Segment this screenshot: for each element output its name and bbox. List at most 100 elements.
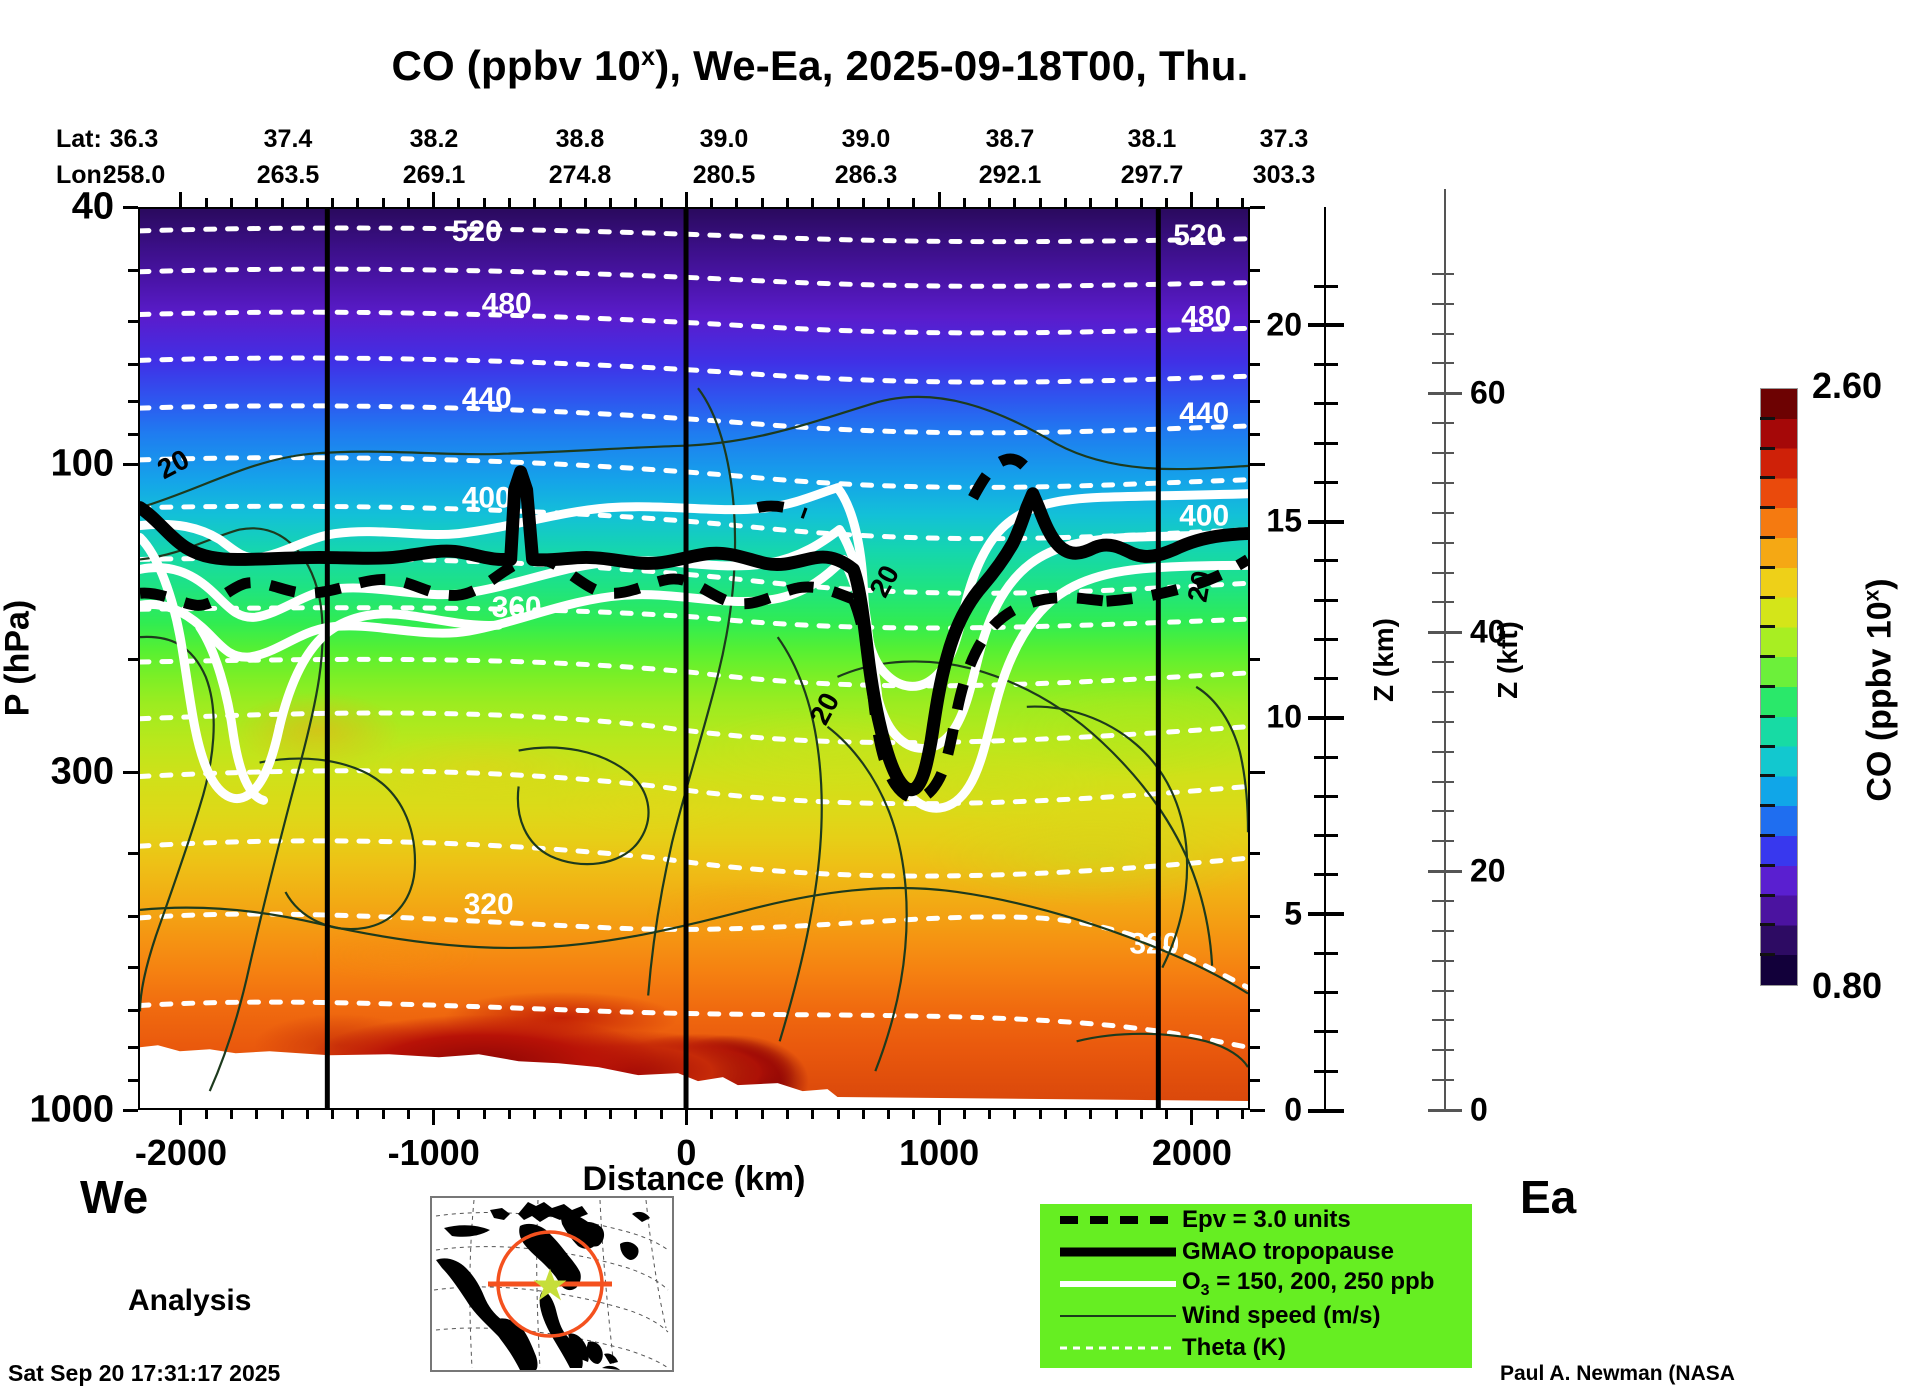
y-tick-minor-600 [128, 965, 138, 969]
colorbar-tick [1760, 804, 1775, 808]
legend-key-tropopause [1054, 1236, 1182, 1268]
legend-label-tropopause: GMAO tropopause [1182, 1238, 1395, 1265]
x-tick-major-2 [684, 1110, 688, 1125]
x-tick-minor--1700 [255, 1110, 259, 1119]
latlon-lat-value-7: 38.1 [1127, 125, 1177, 153]
z-km-tick-label-20: 20 [1266, 306, 1302, 343]
y-tick-minor-90 [128, 433, 138, 437]
x-tick-minor-1300 [1013, 1110, 1017, 1119]
z-kft-tick-label-0: 0 [1470, 1091, 1488, 1128]
title-exponent: x [641, 43, 656, 71]
y-tick-major-right-40 [1250, 206, 1265, 209]
z-km-minor-tick-19 [1314, 363, 1338, 367]
x-tick-label-4: 2000 [1151, 1132, 1232, 1173]
z-km-minor-tick-11 [1314, 677, 1338, 681]
x-tick-minor-1200 [988, 1110, 992, 1119]
z-km-tick-15 [1308, 519, 1344, 524]
analysis-label: Analysis [128, 1284, 252, 1317]
x-tick-minor--1100 [406, 1110, 410, 1119]
x-tick-minor-1100 [962, 1110, 966, 1119]
colorbar-tick [1760, 625, 1775, 629]
svg-text:400: 400 [1179, 500, 1229, 533]
x-tick-minor-top-600 [836, 198, 840, 207]
colorbar-tick [1760, 834, 1775, 837]
z-km-minor-tick-2 [1314, 1030, 1338, 1034]
z-km-minor-tick-21 [1314, 284, 1338, 288]
z-kft-minor-tick [1432, 362, 1454, 365]
x-tick-minor-top-1500 [1064, 198, 1067, 207]
west-label: We [80, 1171, 149, 1223]
x-tick-minor-1400 [1038, 1110, 1042, 1119]
x-tick-minor-top-1600 [1089, 198, 1093, 207]
y-tick-minor-right-50 [1250, 268, 1260, 272]
z-kft-minor-tick [1432, 989, 1454, 992]
y-axis-label: P (hPa) [0, 599, 37, 717]
latlon-lat-value-1: 37.4 [263, 125, 313, 153]
x-tick-minor-800 [887, 1110, 891, 1119]
z-km-tick-label-5: 5 [1284, 895, 1302, 932]
legend-item-epv: Epv = 3.0 units [1040, 1204, 1472, 1236]
y-tick-minor-80 [128, 400, 138, 404]
z-kft-minor-tick [1432, 1079, 1454, 1082]
y-tick-minor-right-600 [1250, 965, 1260, 969]
transect-marker-lines [324, 209, 1161, 1108]
colorbar-tick [1760, 655, 1775, 659]
latlon-lon-value-2: 269.1 [402, 161, 466, 189]
svg-text:520: 520 [452, 215, 502, 248]
legend-key-wind [1054, 1300, 1182, 1332]
svg-text:440: 440 [462, 382, 512, 415]
latlon-lon-tag: Lon: [56, 161, 111, 189]
z-kft-minor-tick [1432, 302, 1454, 305]
y-tick-minor-900 [128, 1079, 138, 1083]
latlon-lat-value-2: 38.2 [409, 125, 459, 153]
z-km-axis-label: Z (km) [1368, 618, 1399, 702]
y-tick-major-40 [123, 206, 138, 209]
colorbar-tick [1760, 923, 1775, 927]
z-kft-minor-tick [1432, 899, 1454, 902]
x-tick-major-1 [432, 1110, 436, 1125]
z-kft-minor-tick [1432, 750, 1454, 753]
x-tick-minor-top-900 [912, 198, 916, 207]
y-tick-major-300 [123, 771, 138, 775]
z-kft-minor-tick [1432, 959, 1454, 962]
x-tick-minor-900 [912, 1110, 916, 1119]
z-kft-tick-0 [1428, 1109, 1462, 1112]
svg-text:320: 320 [1129, 928, 1179, 961]
latlon-lon-value-8: 303.3 [1252, 161, 1316, 189]
y-tick-minor-right-80 [1250, 400, 1260, 404]
x-tick-minor-top-1300 [1013, 198, 1017, 207]
z-km-minor-tick-6 [1314, 873, 1338, 877]
y-tick-minor-700 [128, 1008, 138, 1012]
latlon-lon-value-1: 263.5 [256, 161, 320, 189]
z-km-minor-tick-12 [1314, 637, 1338, 641]
x-tick-minor-600 [836, 1110, 840, 1119]
x-tick-minor-top-2200 [1240, 198, 1244, 207]
z-kft-minor-tick [1432, 1049, 1454, 1052]
x-tick-minor-top-400 [786, 198, 789, 207]
z-km-minor-tick-3 [1314, 991, 1338, 995]
x-tick-minor-top-1800 [1139, 198, 1143, 207]
x-tick-minor-top--1100 [406, 198, 410, 207]
z-km-tick-5 [1308, 912, 1344, 917]
x-tick-minor-top--1800 [230, 198, 233, 207]
title-text-after: ), We-Ea, 2025-09-18T00, Thu. [655, 42, 1249, 89]
z-km-minor-tick-8 [1314, 794, 1338, 798]
x-tick-minor-top--1400 [331, 198, 335, 207]
wind-speed-contours: 20 20 20 20 [140, 387, 1248, 1092]
colorbar-tick [1760, 565, 1775, 569]
x-tick-label-0: -2000 [134, 1132, 227, 1173]
latlon-lat-value-8: 37.3 [1259, 125, 1309, 153]
z-kft-tick-label-20: 20 [1470, 852, 1506, 889]
legend-label-wind: Wind speed (m/s) [1182, 1302, 1381, 1329]
latlon-lat-value-0: 36.3 [109, 125, 159, 153]
x-tick-minor--1600 [280, 1110, 284, 1119]
x-tick-minor--600 [533, 1110, 537, 1119]
east-label: Ea [1520, 1171, 1577, 1223]
colorbar-tick [1760, 536, 1775, 539]
x-axis-label: Distance (km) [582, 1160, 806, 1198]
z-kft-tick-label-40: 40 [1470, 613, 1506, 650]
latlon-lat-tag: Lat: [56, 125, 102, 153]
y-tick-major-1000 [123, 1109, 138, 1112]
z-kft-minor-tick [1432, 929, 1454, 932]
x-tick-minor-top-1400 [1038, 198, 1042, 207]
